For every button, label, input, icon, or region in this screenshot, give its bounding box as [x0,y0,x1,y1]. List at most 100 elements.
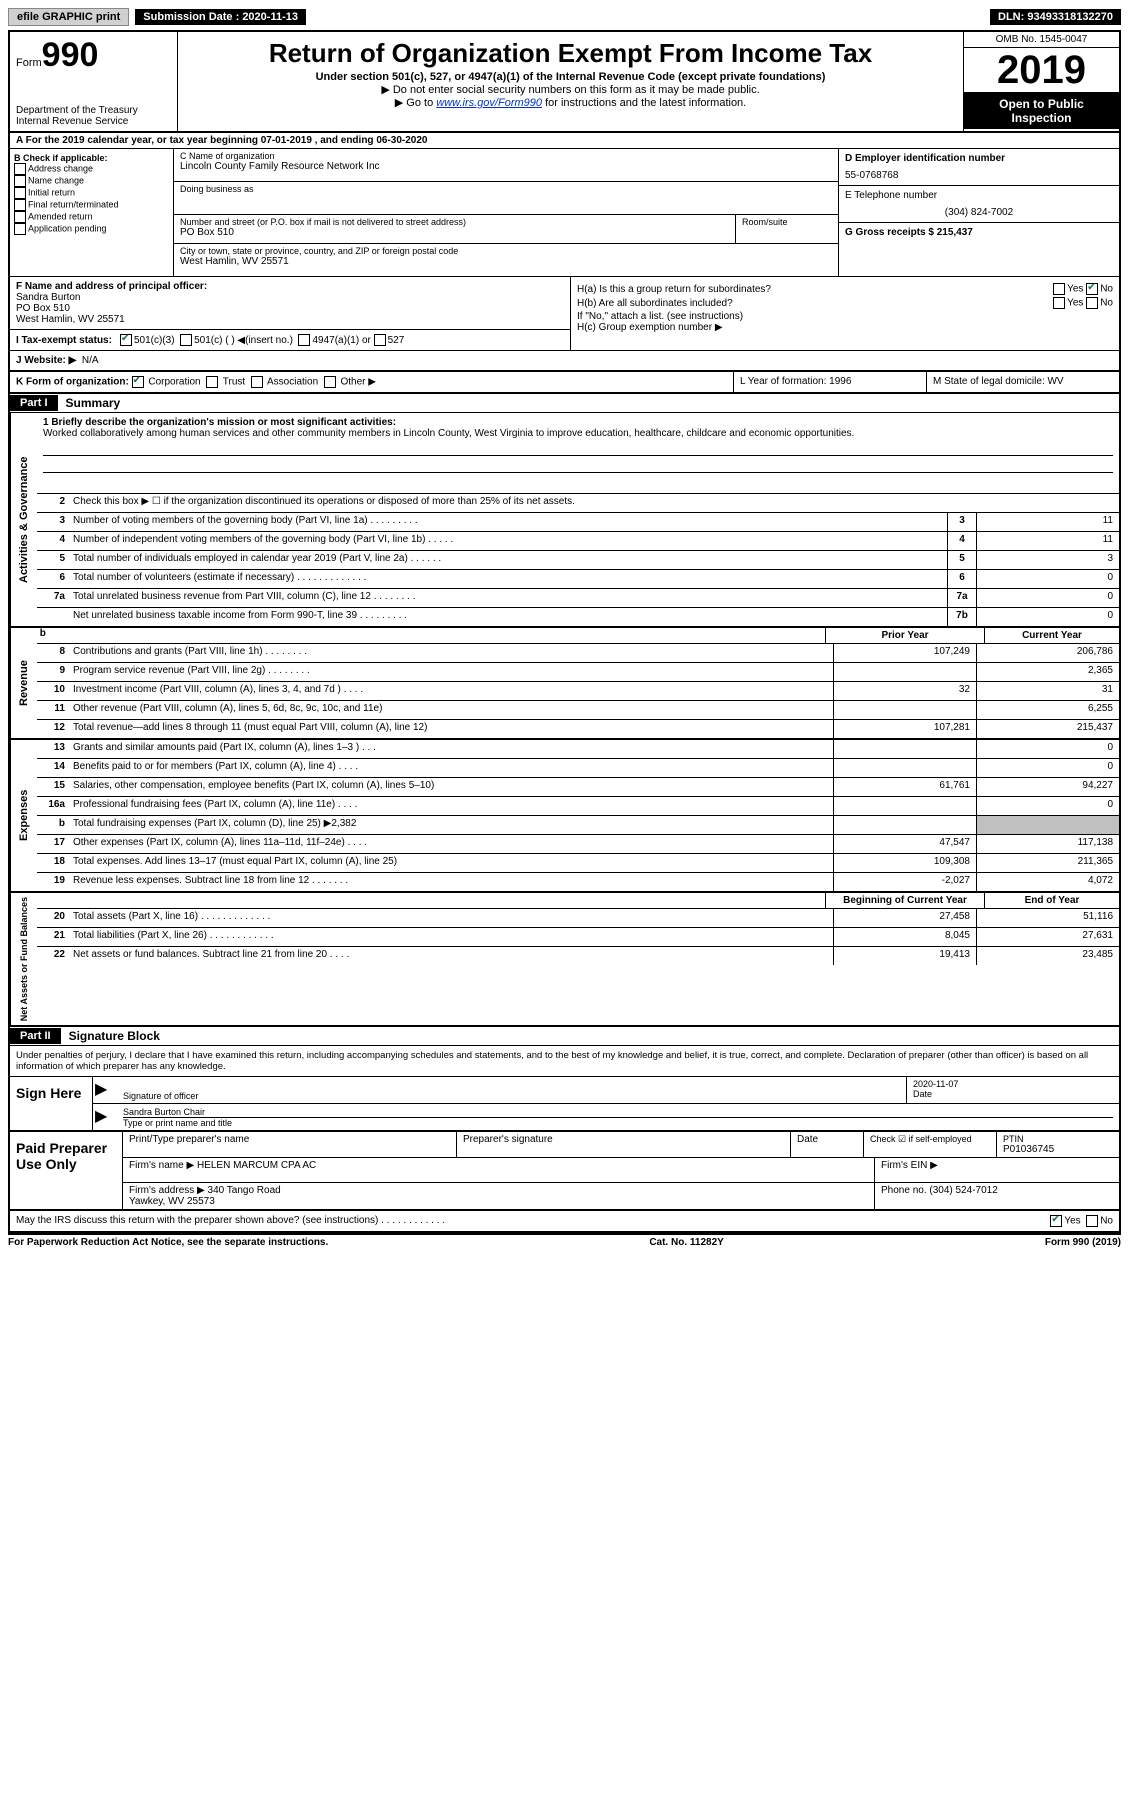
sig-name-label: Type or print name and title [123,1118,1113,1128]
form-note-1: ▶ Do not enter social security numbers o… [184,83,957,96]
side-netassets: Net Assets or Fund Balances [10,893,37,1025]
m-cell: M State of legal domicile: WV [927,372,1119,392]
tel-value: (304) 824-7002 [845,207,1113,218]
chk-ha-no[interactable] [1086,283,1098,295]
chk-final[interactable] [14,199,26,211]
chk-discuss-yes[interactable] [1050,1215,1062,1227]
firm-addr2: Yawkey, WV 25573 [129,1196,868,1207]
part1-title: Summary [58,394,129,412]
part2-title: Signature Block [61,1027,168,1045]
opt-pending: Application pending [28,223,107,233]
chk-527[interactable] [374,334,386,346]
officer-name: Sandra Burton [16,292,564,303]
chk-discuss-no[interactable] [1086,1215,1098,1227]
chk-corp[interactable] [132,376,144,388]
ein-value: 55-0768768 [845,170,1113,181]
chk-hb-yes[interactable] [1053,297,1065,309]
ha-no: No [1100,284,1113,295]
side-expenses: Expenses [10,740,37,891]
chk-ha-yes[interactable] [1053,283,1065,295]
ha-label: H(a) Is this a group return for subordin… [577,284,771,295]
b-label: B Check if applicable: [14,153,169,163]
sig-name: Sandra Burton Chair [123,1107,1113,1118]
chk-4947[interactable] [298,334,310,346]
part1-header: Part I Summary [10,394,1119,413]
firm-ein: Firm's EIN ▶ [875,1158,1119,1182]
chk-pending[interactable] [14,223,26,235]
form-note-2: ▶ Go to www.irs.gov/Form990 for instruct… [184,96,957,109]
prior-year-header: Prior Year [825,628,984,643]
addr-label: Number and street (or P.O. box if mail i… [180,217,729,227]
begin-year-header: Beginning of Current Year [825,893,984,908]
chk-501c3[interactable] [120,334,132,346]
discuss-row: May the IRS discuss this return with the… [10,1211,1119,1233]
goto-prefix: ▶ Go to [395,97,436,109]
j-label: J Website: ▶ [16,355,76,366]
side-revenue: Revenue [10,628,37,738]
hb-label: H(b) Are all subordinates included? [577,298,733,309]
gross-receipts: G Gross receipts $ 215,437 [839,223,1119,242]
chk-other[interactable] [324,376,336,388]
form-number-block: Form990 [16,36,171,75]
row-a: A For the 2019 calendar year, or tax yea… [10,133,1119,149]
org-name: Lincoln County Family Resource Network I… [180,161,832,172]
ein-label: D Employer identification number [845,153,1113,164]
part2-header: Part II Signature Block [10,1027,1119,1046]
omb-number: OMB No. 1545-0047 [964,32,1119,48]
ptin-label: PTIN [1003,1134,1113,1144]
tax-year: 2019 [964,48,1119,93]
footer-right: Form 990 (2019) [1045,1237,1121,1248]
top-bar: efile GRAPHIC print Submission Date : 20… [8,8,1121,26]
room-label: Room/suite [736,215,838,243]
form-container: Form990 Department of the Treasury Inter… [8,30,1121,1235]
firm-name: Firm's name ▶ HELEN MARCUM CPA AC [123,1158,875,1182]
discuss-text: May the IRS discuss this return with the… [16,1215,445,1227]
dept-label: Department of the Treasury Internal Reve… [16,105,171,127]
fgh-block: F Name and address of principal officer:… [10,277,1119,351]
form-number: 990 [42,36,99,74]
chk-amended[interactable] [14,211,26,223]
open-inspection: Open to Public Inspection [964,93,1119,129]
name-label: C Name of organization [180,151,832,161]
form-header: Form990 Department of the Treasury Inter… [10,32,1119,133]
city-value: West Hamlin, WV 25571 [180,256,832,267]
addr-value: PO Box 510 [180,227,729,238]
klm-row: K Form of organization: Corporation Trus… [10,372,1119,394]
opt-assoc: Association [267,377,318,388]
declaration: Under penalties of perjury, I declare th… [10,1046,1119,1077]
col-c-org-info: C Name of organization Lincoln County Fa… [174,149,838,276]
l-cell: L Year of formation: 1996 [734,372,927,392]
i-label: I Tax-exempt status: [16,335,112,346]
sig-arrow-icon: ▶ [93,1077,117,1103]
end-year-header: End of Year [984,893,1119,908]
irs-link[interactable]: www.irs.gov/Form990 [436,97,542,109]
efile-button[interactable]: efile GRAPHIC print [8,8,129,26]
sign-here: Sign Here [10,1077,93,1130]
hb-no: No [1100,298,1113,309]
sig-date-label: Date [913,1089,1113,1099]
j-value: N/A [82,355,99,366]
chk-501c[interactable] [180,334,192,346]
mission-label: 1 Briefly describe the organization's mi… [43,417,1113,428]
chk-assoc[interactable] [251,376,263,388]
line2: Check this box ▶ ☐ if the organization d… [69,494,1119,512]
prep-sig-label: Preparer's signature [457,1132,791,1157]
chk-trust[interactable] [206,376,218,388]
opt-amended: Amended return [28,211,93,221]
chk-hb-no[interactable] [1086,297,1098,309]
opt-initial: Initial return [28,187,75,197]
prep-selfemp: Check ☑ if self-employed [864,1132,997,1157]
chk-initial[interactable] [14,187,26,199]
sig-officer-label: Signature of officer [123,1091,900,1101]
tel-label: E Telephone number [845,190,1113,201]
chk-name[interactable] [14,175,26,187]
main-info-block: B Check if applicable: Address change Na… [10,149,1119,277]
side-governance: Activities & Governance [10,413,37,626]
sig-date: 2020-11-07 [913,1079,1113,1089]
opt-name: Name change [28,175,84,185]
prep-date-label: Date [791,1132,864,1157]
dba-label: Doing business as [180,184,832,194]
footer-mid: Cat. No. 11282Y [649,1237,723,1248]
ha-yes: Yes [1067,284,1083,295]
chk-address[interactable] [14,163,26,175]
